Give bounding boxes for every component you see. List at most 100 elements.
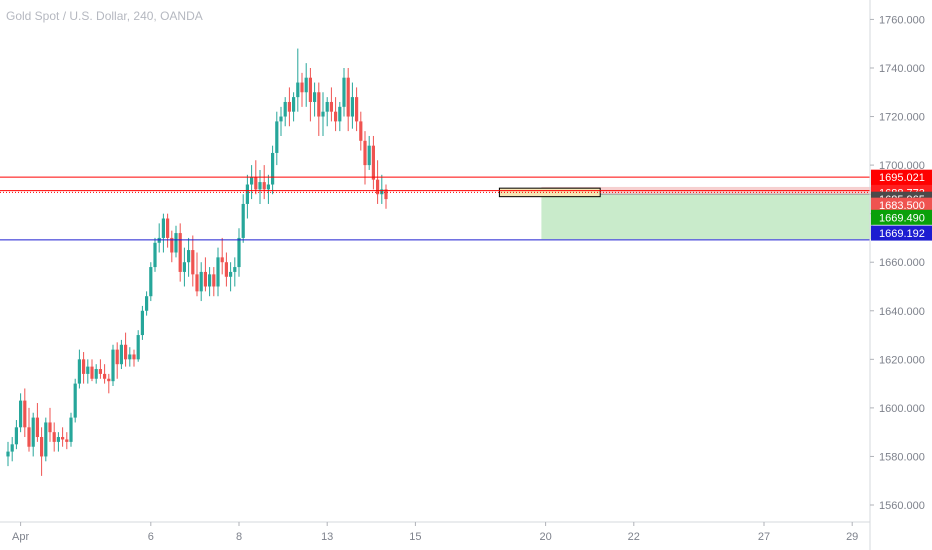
candle — [384, 184, 388, 209]
candle-body — [283, 101, 287, 117]
candle — [237, 228, 241, 277]
candle-body — [107, 378, 111, 382]
candle-body — [275, 121, 279, 153]
candle-body — [338, 106, 342, 122]
y-tick-label: 1760.000 — [879, 14, 925, 26]
candle-body — [23, 400, 27, 428]
candle-body — [199, 271, 203, 292]
y-tick-label: 1600.000 — [879, 403, 925, 415]
candle-body — [258, 182, 262, 190]
candle — [292, 92, 296, 122]
candle-body — [384, 189, 388, 200]
candle — [19, 393, 23, 433]
candle-body — [229, 271, 233, 277]
candle-body — [262, 182, 266, 190]
candle-body — [308, 77, 312, 102]
candle — [199, 262, 203, 302]
candle — [342, 67, 346, 117]
candle — [111, 344, 115, 387]
y-tick-label: 1640.000 — [879, 306, 925, 318]
candle-body — [342, 77, 346, 107]
candle-body — [90, 366, 94, 379]
candle-body — [203, 271, 207, 287]
y-tick-label: 1660.000 — [879, 257, 925, 269]
candle-body — [355, 97, 359, 122]
candle-body — [82, 359, 86, 374]
candle-body — [73, 383, 77, 418]
candle — [44, 417, 48, 462]
candle — [14, 420, 18, 450]
chart-title: Gold Spot / U.S. Dollar, 240, OANDA — [6, 9, 203, 23]
price-tag-bg — [871, 169, 932, 185]
price-tag-bg — [871, 225, 932, 241]
candle-body — [329, 101, 333, 112]
candle — [61, 427, 65, 447]
candle-body — [376, 179, 380, 195]
candle-body — [77, 359, 81, 384]
candle — [166, 213, 170, 248]
candle-body — [220, 257, 224, 263]
candle — [103, 364, 107, 384]
candle-body — [346, 77, 350, 117]
candle-body — [19, 400, 23, 428]
price-tag: 1695.021 — [871, 169, 932, 185]
x-tick-label: 20 — [539, 531, 551, 543]
candle — [304, 63, 308, 107]
candle-body — [334, 111, 338, 122]
candle-body — [115, 349, 119, 365]
x-tick-label: 6 — [148, 531, 154, 543]
candle-body — [241, 203, 245, 238]
x-tick-label: 27 — [758, 531, 770, 543]
candle — [308, 67, 312, 122]
candle-body — [182, 262, 186, 272]
candle-body — [14, 427, 18, 445]
candle-body — [292, 97, 296, 112]
candle-body — [140, 310, 144, 336]
candle-body — [27, 427, 31, 447]
price-tag-label: 1683.500 — [879, 200, 925, 212]
candle — [31, 412, 35, 457]
candle — [355, 87, 359, 132]
candle — [187, 237, 191, 277]
candle — [367, 135, 371, 170]
candle-body — [124, 344, 128, 360]
candle — [69, 412, 73, 447]
candle — [250, 165, 254, 200]
candle — [271, 145, 275, 195]
candle-body — [237, 237, 241, 268]
candle — [321, 92, 325, 136]
candle-body — [208, 274, 212, 287]
candle-body — [145, 296, 149, 311]
candle — [224, 252, 228, 287]
candle — [77, 349, 81, 389]
candle — [317, 82, 321, 136]
candle — [275, 111, 279, 166]
candle — [65, 432, 69, 450]
candle — [98, 359, 102, 379]
candle-body — [128, 354, 132, 360]
candle-body — [136, 335, 140, 360]
candle — [27, 407, 31, 452]
candle — [119, 339, 123, 370]
candle — [376, 160, 380, 204]
candle-body — [174, 233, 178, 253]
candle — [350, 82, 354, 129]
candle — [229, 262, 233, 292]
candle — [371, 135, 375, 190]
y-tick-label: 1560.000 — [879, 500, 925, 512]
candle — [338, 101, 342, 132]
candle-body — [170, 237, 174, 253]
candle — [94, 364, 98, 384]
candle — [115, 342, 119, 379]
candle-body — [119, 344, 123, 365]
candle-body — [371, 145, 375, 180]
candle — [35, 403, 39, 442]
candle-body — [233, 267, 237, 272]
candle — [220, 237, 224, 275]
candle — [300, 72, 304, 107]
candle — [233, 257, 237, 287]
candle — [325, 97, 329, 127]
price-tag: 1669.490 — [871, 209, 932, 225]
candle-body — [153, 242, 157, 268]
